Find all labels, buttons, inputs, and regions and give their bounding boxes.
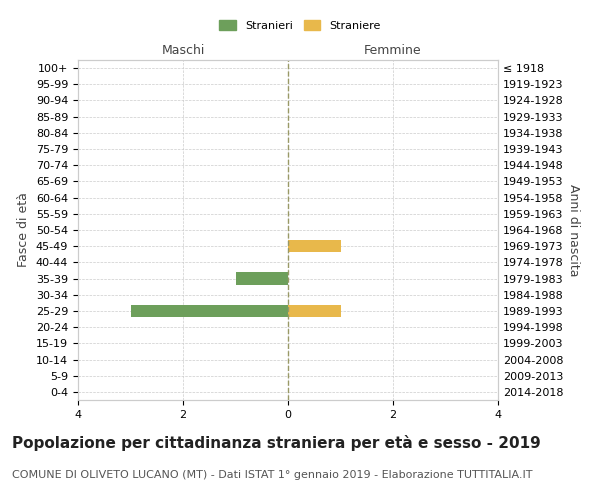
Text: COMUNE DI OLIVETO LUCANO (MT) - Dati ISTAT 1° gennaio 2019 - Elaborazione TUTTIT: COMUNE DI OLIVETO LUCANO (MT) - Dati IST… — [12, 470, 533, 480]
Legend: Stranieri, Straniere: Stranieri, Straniere — [215, 16, 385, 35]
Bar — [235, 272, 288, 284]
Y-axis label: Anni di nascita: Anni di nascita — [567, 184, 580, 276]
Bar — [288, 240, 341, 252]
Bar — [288, 305, 341, 317]
Y-axis label: Fasce di età: Fasce di età — [17, 192, 31, 268]
Text: Maschi: Maschi — [161, 44, 205, 57]
Text: Femmine: Femmine — [364, 44, 422, 57]
Bar — [130, 305, 288, 317]
Text: Popolazione per cittadinanza straniera per età e sesso - 2019: Popolazione per cittadinanza straniera p… — [12, 435, 541, 451]
